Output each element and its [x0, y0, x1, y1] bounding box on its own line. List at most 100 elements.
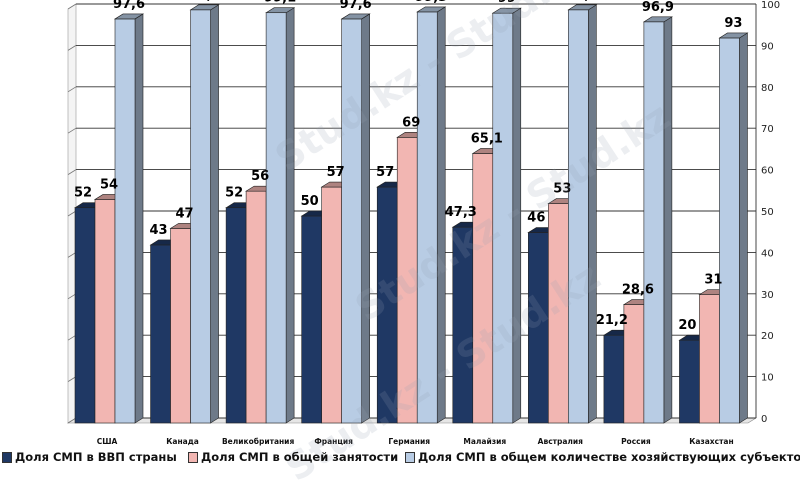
- bar: [301, 215, 322, 424]
- gridline-side: [67, 376, 77, 382]
- data-label: 54: [100, 177, 118, 192]
- bar: [376, 186, 398, 424]
- gridline-side: [67, 86, 77, 93]
- x-axis: США Канада Великобритания Франция Германия Ма…: [97, 437, 734, 446]
- bar: [528, 232, 549, 424]
- y-tick-label: 40: [761, 248, 774, 259]
- bar-side: [134, 13, 144, 424]
- data-label: 52: [225, 186, 243, 201]
- bar-top: [416, 6, 447, 13]
- data-label: 65,1: [471, 131, 503, 146]
- bar: [94, 199, 116, 424]
- bar: [603, 334, 625, 424]
- gridline-side: [67, 334, 77, 341]
- y-tick-label: 50: [761, 207, 774, 218]
- bar-side: [512, 7, 522, 424]
- legend-swatch-gdp: [2, 451, 12, 463]
- bar: [679, 339, 700, 424]
- bar-top: [189, 4, 220, 11]
- data-label: 43: [150, 223, 168, 238]
- bar-top: [718, 32, 749, 39]
- x-tick-label: Казахстан: [689, 437, 733, 446]
- bar: [170, 228, 191, 424]
- y-axis: 0 10 20 30 40 50 60 70 80 90 100: [755, 0, 780, 425]
- bar: [568, 9, 589, 424]
- legend-label-entities: Доля СМП в общем количестве хозяйствующи…: [418, 450, 800, 464]
- legend-swatch-entities: [405, 451, 415, 463]
- data-label: 97,6: [340, 0, 372, 12]
- gridline-side: [67, 252, 77, 258]
- x-tick-label: Россия: [621, 437, 651, 446]
- y-tick-label: 30: [761, 290, 774, 301]
- legend-item-employment: Доля СМП в общей занятости: [188, 450, 398, 464]
- x-tick-label: Малайзия: [463, 437, 506, 446]
- data-label: 31: [704, 273, 722, 288]
- legend-item-entities: Доля СМП в общем количестве хозяйствующи…: [405, 450, 800, 464]
- bar-top: [113, 13, 145, 20]
- bar-side: [588, 4, 597, 424]
- data-label: 99,3: [415, 0, 447, 5]
- data-label: 57: [376, 165, 394, 180]
- y-tick-label: 10: [761, 373, 774, 384]
- bar-top: [491, 7, 522, 14]
- data-label: 96,9: [642, 0, 674, 15]
- bar: [341, 18, 362, 424]
- bar-top: [340, 13, 371, 20]
- x-tick-label: США: [97, 437, 118, 446]
- x-tick-label: Германия: [388, 437, 430, 446]
- bar: [74, 207, 96, 424]
- legend-label-gdp: Доля СМП в ВВП страны: [15, 450, 177, 464]
- bar: [719, 37, 740, 424]
- bar: [548, 203, 569, 424]
- bar: [452, 226, 474, 424]
- data-label: 99: [498, 0, 516, 6]
- bar: [321, 186, 342, 424]
- data-label: 21,2: [596, 313, 628, 328]
- x-tick-label: Великобритания: [222, 437, 295, 446]
- data-labels: 52 54 97,6 43 47 99,8 52 56 99,1 50 57 97,6 57 69 99,3…: [74, 0, 743, 333]
- legend-label-employment: Доля СМП в общей занятости: [201, 450, 399, 464]
- y-tick-label: 20: [761, 331, 774, 342]
- gridline-side: [67, 127, 77, 134]
- data-label: 20: [678, 318, 696, 333]
- data-label: 99,8: [189, 0, 221, 3]
- data-label: 99,8: [566, 0, 598, 3]
- data-label: 47: [176, 206, 194, 221]
- legend-swatch-employment: [188, 451, 198, 463]
- bar: [245, 190, 267, 424]
- gridline-side: [67, 210, 77, 217]
- legend-item-gdp: Доля СМП в ВВП страны: [2, 450, 177, 464]
- y-tick-label: 70: [761, 124, 774, 135]
- bar: [114, 18, 136, 424]
- x-tick-label: Франция: [314, 437, 353, 446]
- data-label: 99,1: [264, 0, 296, 6]
- bar: [416, 11, 438, 424]
- bar-side: [210, 4, 219, 424]
- data-label: 52: [74, 186, 92, 201]
- y-tick-label: 80: [761, 83, 774, 94]
- bar-side: [739, 32, 748, 424]
- data-label: 56: [251, 169, 269, 184]
- x-tick-label: Австралия: [538, 437, 584, 446]
- data-label: 46: [527, 211, 545, 226]
- bar-side: [361, 13, 370, 424]
- data-label: 57: [327, 165, 345, 180]
- y-tick-label: 90: [761, 41, 774, 52]
- bar: [265, 12, 287, 424]
- gridline-side: [67, 3, 77, 10]
- data-label: 50: [301, 194, 319, 209]
- y-tick-label: 60: [761, 166, 774, 177]
- bar-side: [285, 7, 295, 424]
- bar-top: [567, 4, 598, 11]
- bar-top: [265, 7, 296, 14]
- bar: [699, 294, 720, 424]
- data-label: 53: [553, 182, 571, 197]
- bar: [225, 207, 247, 424]
- y-tick-label: 0: [761, 414, 767, 425]
- gridline-side: [67, 417, 77, 424]
- x-tick-label: Канада: [166, 437, 199, 446]
- gridline-side: [67, 169, 77, 175]
- data-label: 97,6: [113, 0, 145, 12]
- bar: [492, 12, 514, 424]
